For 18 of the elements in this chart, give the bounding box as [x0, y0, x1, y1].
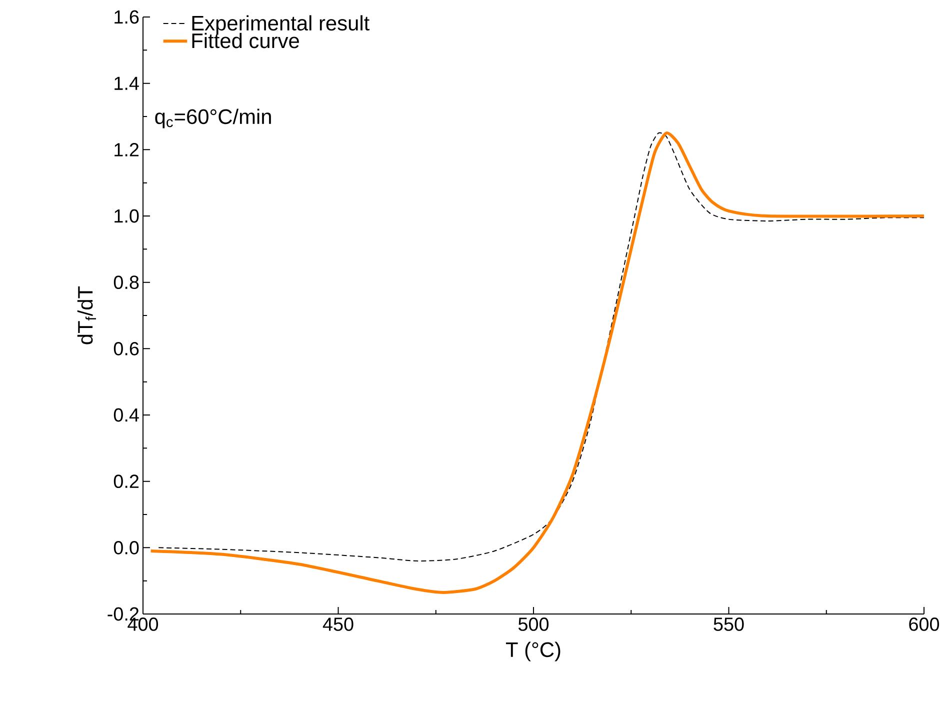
y-tick-label: 0.8 — [114, 276, 139, 290]
y-tick-label: 1.4 — [114, 76, 139, 90]
legend-label: Fitted curve — [192, 32, 299, 48]
x-axis-title: T (°C) — [506, 642, 560, 662]
x-tick-label: 550 — [714, 618, 744, 631]
y-tick-label: 0.6 — [114, 342, 139, 356]
legend-label: Experimental result — [192, 15, 370, 35]
y-tick-label: 0.4 — [114, 408, 139, 422]
y-tick-label: 0.0 — [114, 540, 139, 554]
annotation: q$_{c}$=60°C/min — [155, 108, 271, 128]
x-tick-label: 600 — [909, 618, 940, 631]
y-tick-label: 0.2 — [114, 474, 139, 488]
x-tick-label: 450 — [322, 618, 354, 631]
x-tick-label: 500 — [518, 618, 549, 631]
y-tick-label: 1.2 — [114, 143, 139, 156]
y-tick-label: 1.0 — [114, 209, 139, 223]
y-tick-label: 1.6 — [114, 10, 139, 24]
y-axis-title: dT$_{f}$/dT — [77, 286, 96, 344]
